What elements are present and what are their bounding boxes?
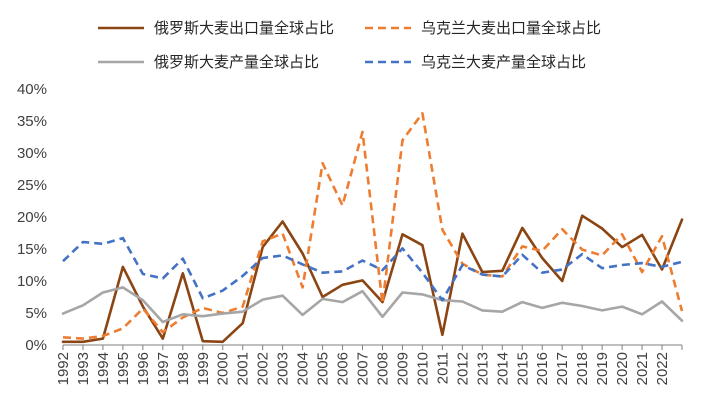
y-tick-label: 10% xyxy=(17,273,47,290)
x-tick-label: 2007 xyxy=(355,352,372,385)
y-tick-label: 30% xyxy=(17,145,47,162)
x-tick-label: 2009 xyxy=(394,352,411,385)
x-tick-label: 2010 xyxy=(414,352,431,385)
x-tick-label: 1995 xyxy=(115,352,132,385)
x-tick-label: 2015 xyxy=(514,352,531,385)
x-tick-label: 2016 xyxy=(534,352,551,385)
legend-label-1: 俄罗斯大麦出口量全球占比 xyxy=(154,19,334,37)
x-tick-label: 2021 xyxy=(634,352,651,385)
legend-label-4: 乌克兰大麦产量全球占比 xyxy=(421,53,586,71)
x-tick-label: 2012 xyxy=(454,352,471,385)
x-tick-label: 1996 xyxy=(135,352,152,385)
y-tick-label: 25% xyxy=(17,177,47,194)
x-tick-label: 1994 xyxy=(95,352,112,385)
legend-label-3: 俄罗斯大麦产量全球占比 xyxy=(154,53,319,71)
series-line-3 xyxy=(61,286,684,324)
y-tick-label: 20% xyxy=(17,209,47,226)
x-tick-label: 2022 xyxy=(654,352,671,385)
y-tick-label: 5% xyxy=(25,305,47,322)
x-tick-label: 2001 xyxy=(235,352,252,385)
x-tick-label: 2008 xyxy=(374,352,391,385)
y-axis: 0% 5% 10% 15% 20% 25% 30% 35% 40% xyxy=(17,81,47,354)
x-tick-label: 1999 xyxy=(195,352,212,385)
x-tick-label: 1997 xyxy=(155,352,172,385)
x-tick-label: 2003 xyxy=(275,352,292,385)
y-tick-label: 15% xyxy=(17,241,47,258)
series-line-1 xyxy=(61,214,684,344)
x-tick-label: 2018 xyxy=(574,352,591,385)
x-tick-label: 2005 xyxy=(315,352,332,385)
series-line-4 xyxy=(62,236,683,302)
x-tick-label: 2000 xyxy=(215,352,232,385)
x-tick-label: 1993 xyxy=(75,352,92,385)
x-tick-label: 2006 xyxy=(335,352,352,385)
y-tick-label: 35% xyxy=(17,113,47,130)
plot-lines xyxy=(61,112,684,344)
legend-label-2: 乌克兰大麦出口量全球占比 xyxy=(421,19,601,37)
series-line-2 xyxy=(62,112,684,340)
x-tick-label: 2004 xyxy=(295,352,312,385)
x-tick-label: 2020 xyxy=(614,352,631,385)
x-tick-label: 2017 xyxy=(554,352,571,385)
x-tick-label: 2013 xyxy=(474,352,491,385)
x-tick-label: 1998 xyxy=(175,352,192,385)
x-tick-label: 2019 xyxy=(594,352,611,385)
x-tick-label: 1992 xyxy=(55,352,72,385)
x-tick-label: 2002 xyxy=(255,352,272,385)
x-axis: 1992 1993 1994 1995 1996 1997 1998 1999 2000 2001… xyxy=(55,344,683,385)
x-tick-label: 2014 xyxy=(494,352,511,385)
y-tick-label: 40% xyxy=(17,81,47,98)
y-tick-label: 0% xyxy=(25,337,47,354)
x-tick-label: 2011 xyxy=(434,352,451,384)
